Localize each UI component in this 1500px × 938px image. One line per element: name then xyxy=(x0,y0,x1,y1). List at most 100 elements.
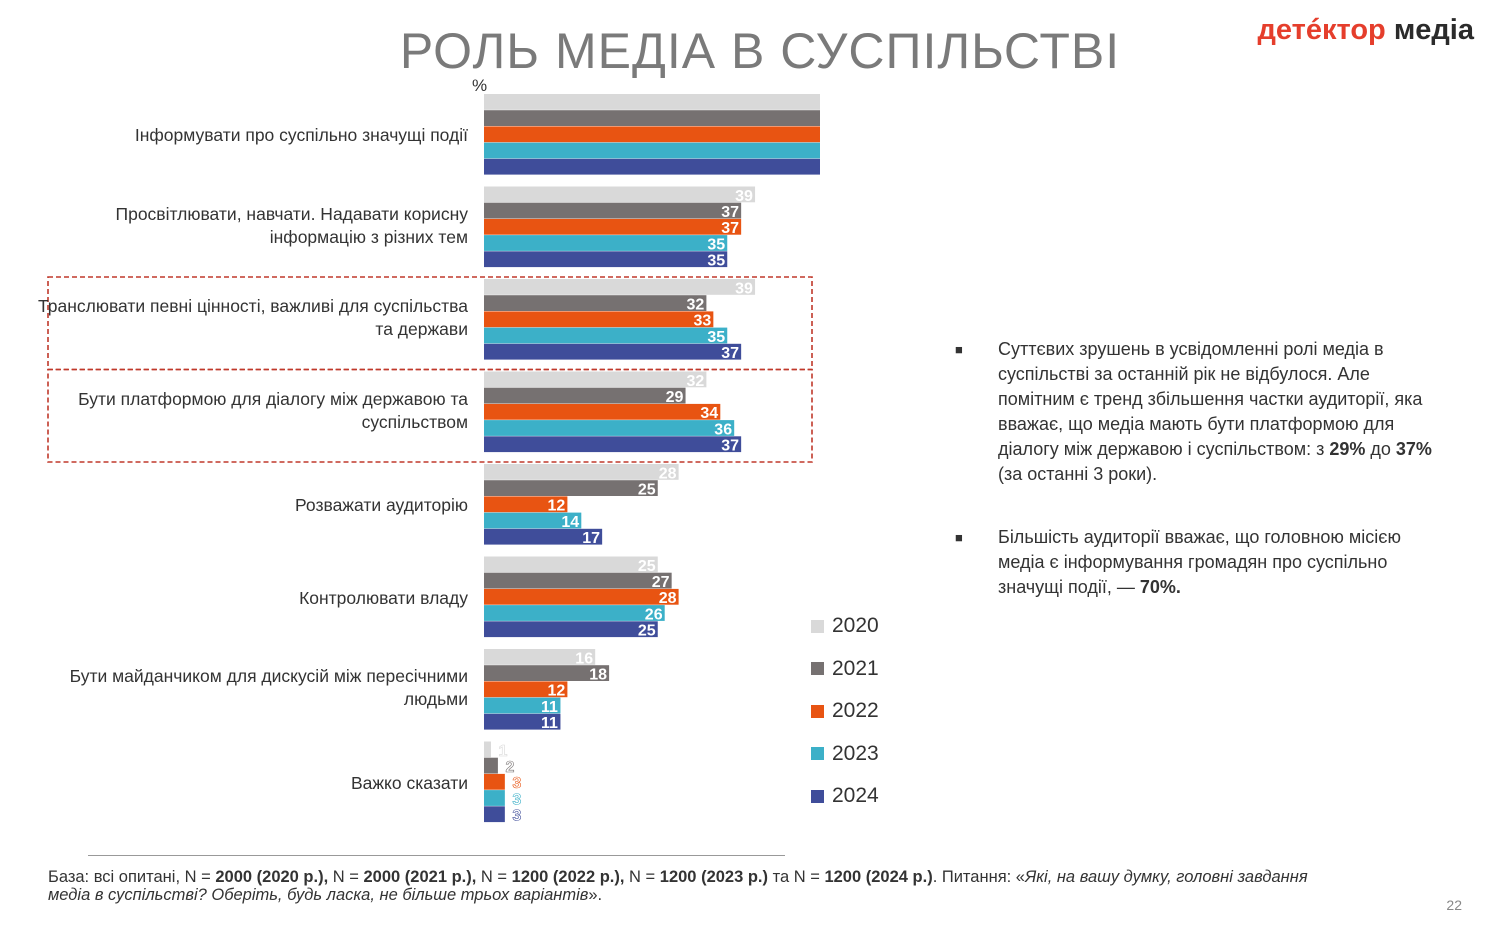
bar-2023-cat-2 xyxy=(484,235,728,251)
category-label-4: Бути платформою для діалогу між державою… xyxy=(78,388,468,432)
logo-part-2: медіа xyxy=(1385,14,1474,46)
value-label-2022-cat-7: 12 xyxy=(548,683,566,700)
bar-2024-cat-3 xyxy=(484,343,742,360)
value-label-2023-cat-7: 11 xyxy=(541,699,558,716)
bar-2024-cat-5 xyxy=(484,528,603,545)
category-label-7: Бути майданчиком для дискусій між пересі… xyxy=(69,666,468,709)
bar-2021-cat-7 xyxy=(484,665,610,681)
bar-2021-cat-4 xyxy=(484,387,686,404)
bar-2023-cat-6 xyxy=(484,605,665,621)
bar-2022-cat-2 xyxy=(484,218,742,235)
legend-item-2024: 2024 xyxy=(811,784,879,808)
bullet-marker-icon: ■ xyxy=(955,530,963,545)
bar-2024-cat-4 xyxy=(484,436,742,453)
value-label-2022-cat-6: 28 xyxy=(659,590,677,607)
category-label-1: Інформувати про суспільно значущі події xyxy=(134,125,468,145)
value-label-2023-cat-5: 14 xyxy=(561,514,579,531)
value-label-2020-cat-4: 32 xyxy=(687,373,705,390)
value-label-2024-cat-2: 35 xyxy=(707,253,725,270)
value-label-2021-cat-8: 2 xyxy=(505,759,514,776)
legend-label-2023: 2023 xyxy=(832,741,879,765)
value-label-2020-cat-3: 39 xyxy=(735,280,753,297)
bar-2024-cat-7 xyxy=(484,713,561,730)
bar-2020-cat-1 xyxy=(484,94,820,110)
bar-2020-cat-3 xyxy=(484,279,756,295)
slide-title: РОЛЬ МЕДІА В СУСПІЛЬСТВІ xyxy=(399,23,1121,79)
unit-label: % xyxy=(472,76,487,95)
value-label-2024-cat-4: 37 xyxy=(721,438,739,455)
bar-2020-cat-5 xyxy=(484,464,679,480)
detector-media-logo: детéктор медіа xyxy=(1258,14,1474,47)
bar-2021-cat-3 xyxy=(484,295,707,311)
bar-2021-cat-1 xyxy=(484,110,820,126)
logo-part-1: детéктор xyxy=(1257,14,1386,46)
bar-2024-cat-1 xyxy=(484,158,820,175)
value-label-2021-cat-5: 25 xyxy=(638,482,656,499)
value-label-2021-cat-4: 29 xyxy=(666,389,684,406)
legend-swatch-2024 xyxy=(811,789,824,803)
value-label-2023-cat-3: 35 xyxy=(707,329,725,346)
highlight-box-1 xyxy=(47,276,813,371)
bar-2022-cat-6 xyxy=(484,588,679,605)
bar-2020-cat-8 xyxy=(484,741,491,758)
bar-2022-cat-3 xyxy=(484,311,714,328)
value-label-2022-cat-4: 34 xyxy=(700,405,718,422)
bar-2022-cat-8 xyxy=(484,773,505,790)
bar-2023-cat-4 xyxy=(484,420,735,436)
category-label-5: Розважати аудиторію xyxy=(295,495,468,515)
value-label-2022-cat-8: 3 xyxy=(512,775,521,792)
category-label-6: Контролювати владу xyxy=(299,587,468,608)
bar-2023-cat-7 xyxy=(484,697,561,714)
bar-2020-cat-2 xyxy=(484,186,756,203)
value-label-2023-cat-4: 36 xyxy=(714,421,732,438)
category-label-8: Важко сказати xyxy=(350,772,468,793)
legend-label-2022: 2022 xyxy=(832,699,879,722)
bar-2021-cat-6 xyxy=(484,572,672,589)
bullet-text: Більшість аудиторії вважає, що головною … xyxy=(998,527,1401,597)
legend-item-2021: 2021 xyxy=(811,657,879,681)
bar-2020-cat-6 xyxy=(484,556,658,573)
value-label-2021-cat-7: 18 xyxy=(589,667,607,684)
category-label-2: Просвітлювати, навчати. Надавати корисну… xyxy=(115,203,468,247)
legend-label-2024: 2024 xyxy=(832,784,879,807)
value-label-2024-cat-3: 37 xyxy=(721,345,739,362)
value-label-2022-cat-3: 33 xyxy=(693,313,711,330)
value-label-2024-cat-7: 11 xyxy=(541,715,558,732)
bar-2021-cat-8 xyxy=(484,757,498,774)
bar-2021-cat-5 xyxy=(484,480,658,496)
bullet-text: Суттєвих зрушень в усвідомленні ролі мед… xyxy=(998,339,1432,484)
bar-2021-cat-2 xyxy=(484,202,742,219)
bar-2024-cat-6 xyxy=(484,621,658,638)
value-label-2022-cat-5: 12 xyxy=(548,498,566,515)
bar-2023-cat-8 xyxy=(484,790,505,806)
value-label-2021-cat-3: 32 xyxy=(687,297,705,314)
category-label-3: Транслювати певні цінності, важливі для … xyxy=(38,296,468,339)
value-label-2023-cat-8: 3 xyxy=(512,791,521,808)
value-label-2024-cat-5: 17 xyxy=(582,530,600,547)
bar-2020-cat-4 xyxy=(484,371,707,388)
value-label-2022-cat-2: 37 xyxy=(721,220,739,237)
footnote: База: всі опитані, N = 2000 (2020 р.), N… xyxy=(48,868,1308,904)
bullet-marker-icon: ■ xyxy=(955,342,963,357)
bar-2020-cat-7 xyxy=(484,649,596,665)
legend-swatch-2022 xyxy=(811,704,824,718)
value-label-2021-cat-6: 27 xyxy=(652,574,670,591)
value-label-2024-cat-6: 25 xyxy=(638,623,656,640)
bar-chart: %635469707039373735353932333537322934363… xyxy=(47,76,820,825)
legend-item-2023: 2023 xyxy=(811,742,879,766)
bar-2022-cat-5 xyxy=(484,496,568,513)
value-label-2023-cat-6: 26 xyxy=(645,606,663,623)
legend-swatch-2020 xyxy=(811,619,824,633)
bar-2024-cat-2 xyxy=(484,251,728,268)
bar-2024-cat-8 xyxy=(484,806,505,823)
value-label-2020-cat-6: 25 xyxy=(638,558,656,575)
bar-2023-cat-5 xyxy=(484,512,582,529)
bar-2023-cat-1 xyxy=(484,142,820,159)
bar-2022-cat-4 xyxy=(484,403,721,420)
legend-item-2022: 2022 xyxy=(811,699,879,723)
value-label-2023-cat-2: 35 xyxy=(707,236,725,253)
bar-2022-cat-1 xyxy=(484,126,820,143)
bar-2022-cat-7 xyxy=(484,681,568,698)
value-label-2020-cat-2: 39 xyxy=(735,188,753,205)
legend-swatch-2021 xyxy=(811,662,824,675)
